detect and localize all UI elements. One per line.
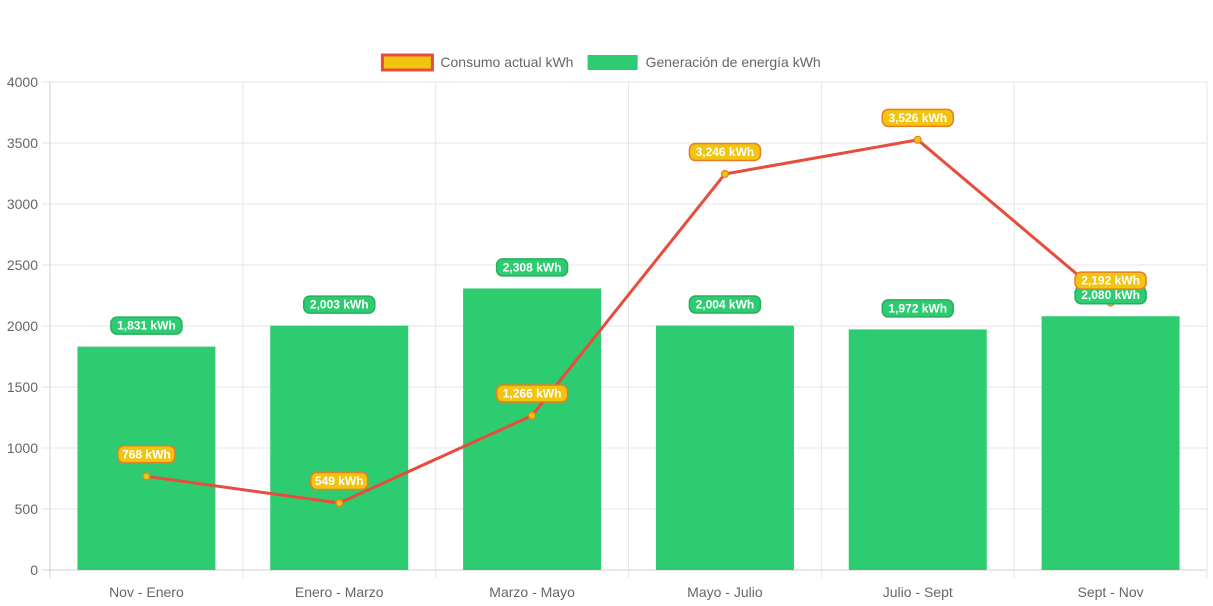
line-data-label-text: 3,246 kWh — [696, 145, 755, 159]
line-data-label-bg — [1074, 271, 1147, 290]
y-tick-label: 3000 — [7, 196, 38, 212]
y-tick-label: 3500 — [7, 135, 38, 151]
bar-data-label: 2,308 kWh — [495, 258, 569, 277]
line-data-label-text: 1,266 kWh — [503, 387, 562, 401]
line-data-label: 3,526 kWh — [881, 108, 954, 128]
y-tick-label: 2000 — [7, 318, 38, 334]
bar-data-label: 2,004 kWh — [688, 295, 762, 314]
line-data-label-text: 3,526 kWh — [888, 111, 947, 125]
legend-swatch — [587, 55, 638, 70]
line-data-label: 3,246 kWh — [688, 142, 762, 162]
legend-item[interactable]: Generación de energía kWh — [587, 54, 821, 70]
bar[interactable] — [1041, 316, 1180, 570]
bar-data-label-text: 1,972 kWh — [888, 301, 947, 315]
legend-label: Consumo actual kWh — [440, 54, 573, 70]
x-tick-label: Mayo - Julio — [687, 584, 763, 600]
y-tick-label: 2500 — [7, 257, 38, 273]
line-data-label-bg — [310, 471, 369, 491]
x-tick-label: Marzo - Mayo — [489, 584, 575, 600]
line-data-label-bg — [495, 384, 569, 403]
x-tick-label: Sept - Nov — [1078, 584, 1144, 600]
line-data-label: 1,266 kWh — [495, 384, 569, 403]
x-tick-label: Nov - Enero — [109, 584, 184, 600]
line-data-label-bg — [117, 445, 176, 464]
line-data-label: 768 kWh — [117, 445, 176, 464]
line-point[interactable] — [527, 411, 537, 420]
axes: 0 500 1000 1500 2000 2500 3000 3500 4000 Nov - En… — [7, 74, 1144, 600]
line-data-label-bg — [688, 142, 762, 162]
bar-data-label: 2,003 kWh — [303, 295, 376, 314]
bar-data-label-bg — [688, 295, 762, 314]
bar-data-label-bg — [495, 258, 569, 277]
line-point[interactable] — [142, 472, 151, 481]
x-tick-label: Enero - Marzo — [295, 584, 384, 600]
bar-data-label-text: 2,080 kWh — [1081, 288, 1140, 302]
legend-item[interactable]: Consumo actual kWh — [380, 53, 573, 72]
line-data-label-text: 2,192 kWh — [1081, 274, 1140, 288]
bar[interactable] — [655, 325, 794, 570]
legend[interactable]: Consumo actual kWh Generación de energía … — [380, 53, 821, 72]
line-point[interactable] — [720, 169, 730, 179]
line-point[interactable] — [913, 135, 922, 144]
line-data-label: 549 kWh — [310, 471, 369, 491]
bar-data-label-text: 2,308 kWh — [503, 260, 562, 274]
bar-data-label: 1,831 kWh — [110, 316, 183, 335]
line-data-label-text: 768 kWh — [122, 447, 171, 461]
legend-swatch — [380, 53, 434, 72]
y-tick-label: 500 — [15, 501, 39, 517]
bar-data-label-text: 2,003 kWh — [310, 298, 369, 312]
line-path — [146, 138, 1112, 505]
y-tick-label: 1000 — [7, 440, 38, 456]
bar[interactable] — [270, 325, 409, 570]
bar[interactable] — [463, 288, 602, 570]
bar-data-label: 2,080 kWh — [1074, 285, 1147, 305]
bar-data-label-text: 1,831 kWh — [117, 319, 176, 333]
y-tick-label: 0 — [30, 562, 38, 578]
bar-data-label-bg — [303, 295, 376, 314]
bar[interactable] — [848, 329, 987, 570]
line-data-label-bg — [881, 108, 954, 128]
bar-data-label-text: 2,004 kWh — [696, 298, 755, 312]
data-labels: 1,831 kWh 2,003 kWh 2,308 kWh 2,004 kWh 1,97… — [110, 108, 1147, 491]
line-data-label: 2,192 kWh — [1074, 271, 1147, 290]
line-data-label-text: 549 kWh — [315, 474, 364, 488]
legend-label: Generación de energía kWh — [646, 54, 821, 70]
y-tick-label: 4000 — [7, 74, 38, 90]
line-point[interactable] — [335, 498, 344, 508]
grid — [42, 81, 1208, 578]
y-tick-label: 1500 — [7, 379, 38, 395]
bar-data-label-bg — [110, 316, 183, 335]
bar-data-label: 1,972 kWh — [881, 299, 954, 318]
bar-data-label-bg — [881, 299, 954, 318]
x-tick-label: Julio - Sept — [883, 584, 953, 600]
